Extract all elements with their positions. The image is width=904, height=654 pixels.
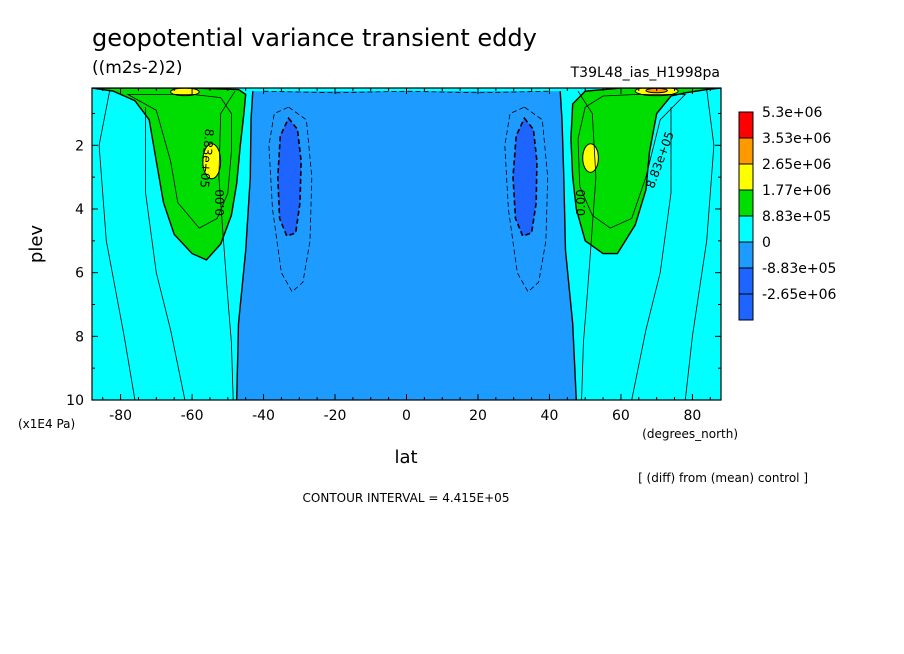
- region-positive-sh-jet: [92, 88, 246, 260]
- contour-neg-sh: [268, 106, 313, 293]
- contour-interval: CONTOUR INTERVAL = 4.415E+05: [303, 491, 510, 505]
- x-tick-label: 60: [612, 408, 630, 424]
- legend-label: -2.65e+06: [762, 287, 836, 303]
- y-tick-label: 8: [75, 329, 84, 345]
- contour-flank-sh: [218, 90, 236, 400]
- legend-swatch: [738, 111, 754, 139]
- y-axis-unit-label: (x1E4 Pa): [18, 417, 75, 431]
- contour-polar-2-nh: [631, 107, 672, 400]
- legend-label: -8.83e+05: [762, 261, 836, 277]
- region-max-nh: [582, 143, 599, 173]
- region-positive-nh-jet: [570, 88, 721, 254]
- diff-note: [ (diff) from (mean) control ]: [638, 471, 808, 485]
- y-axis: 2 4 6 8 10: [66, 112, 721, 409]
- contour-zero-nh: [559, 91, 577, 400]
- x-tick-label: -20: [324, 408, 347, 424]
- x-tick-label: 40: [541, 408, 559, 424]
- region-max-sh: [202, 143, 222, 180]
- contour-8.83e5-sh: [92, 88, 247, 261]
- legend-swatch: [738, 267, 754, 295]
- legend-swatch: [738, 189, 754, 217]
- contour-inner-sh: [126, 94, 232, 229]
- y-tick-label: 10: [66, 393, 84, 409]
- x-tick-label: -60: [181, 408, 204, 424]
- region-negative-core-sh: [276, 116, 302, 238]
- contour-field: [92, 88, 721, 400]
- contour-flank-nh: [577, 90, 597, 400]
- contour-zero-sh: [236, 91, 254, 400]
- x-tick-label: 80: [683, 408, 701, 424]
- x-axis-title: lat: [394, 447, 417, 468]
- contour-polar-2-sh: [145, 107, 186, 400]
- legend-label: 5.3e+06: [762, 105, 823, 121]
- chart-title: geopotential variance transient eddy: [92, 24, 537, 52]
- y-axis-title: plev: [26, 225, 47, 264]
- y-tick-label: 6: [75, 266, 84, 282]
- legend-swatch: [738, 137, 754, 165]
- y-tick-label: 4: [75, 202, 84, 218]
- region-negative-tropics: [236, 91, 577, 400]
- legend-label: 1.77e+06: [762, 183, 831, 199]
- x-tick-label: -80: [109, 408, 132, 424]
- x-tick-label: -40: [252, 408, 275, 424]
- legend-swatch: [738, 215, 754, 243]
- contour-inner-nh: [577, 94, 687, 229]
- contour-label: 0.00: [574, 189, 588, 216]
- y-tick-label: 2: [75, 138, 84, 154]
- legend-label: 3.53e+06: [762, 131, 831, 147]
- contour-polar-1-sh: [98, 89, 136, 400]
- color-legend: 5.3e+06 3.53e+06 2.65e+06 1.77e+06 8.83e+05 0…: [738, 105, 836, 321]
- x-axis-unit-label: (degrees_north): [642, 427, 738, 441]
- run-label: T39L48_ias_H1998pa: [570, 65, 720, 81]
- contour-label: 0.00: [213, 189, 227, 216]
- chart-units: ((m2s-2)2): [92, 58, 183, 78]
- legend-swatch: [738, 241, 754, 269]
- x-axis: -80 -60 -40 -20 0 20 40 60 80: [102, 88, 711, 424]
- legend-swatch: [738, 163, 754, 191]
- legend-label: 8.83e+05: [762, 209, 831, 225]
- contour-8.83e5-nh: [570, 88, 721, 255]
- x-tick-label: 0: [402, 408, 411, 424]
- contour-polar-1-nh: [684, 89, 715, 400]
- region-negative-core-nh: [512, 116, 538, 238]
- contour-lines: [92, 88, 721, 400]
- legend-label: 2.65e+06: [762, 157, 831, 173]
- legend-swatch: [738, 293, 754, 321]
- legend-label: 0: [762, 235, 771, 251]
- x-tick-label: 20: [469, 408, 487, 424]
- contour-neg-nh: [504, 106, 549, 293]
- contour-label: 8.83e+05: [197, 128, 216, 188]
